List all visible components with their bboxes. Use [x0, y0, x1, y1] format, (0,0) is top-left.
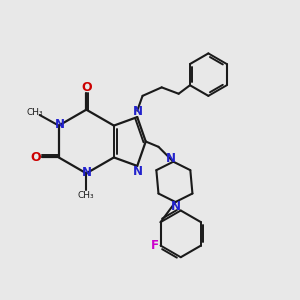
Text: F: F: [151, 239, 159, 252]
Text: CH₃: CH₃: [26, 108, 43, 117]
Text: N: N: [133, 165, 143, 178]
Text: O: O: [30, 151, 41, 164]
Text: N: N: [55, 118, 65, 131]
Text: N: N: [82, 166, 92, 179]
Text: CH₃: CH₃: [78, 191, 94, 200]
Text: N: N: [166, 152, 176, 165]
Text: O: O: [81, 81, 92, 94]
Text: N: N: [170, 200, 181, 213]
Text: N: N: [133, 105, 143, 118]
